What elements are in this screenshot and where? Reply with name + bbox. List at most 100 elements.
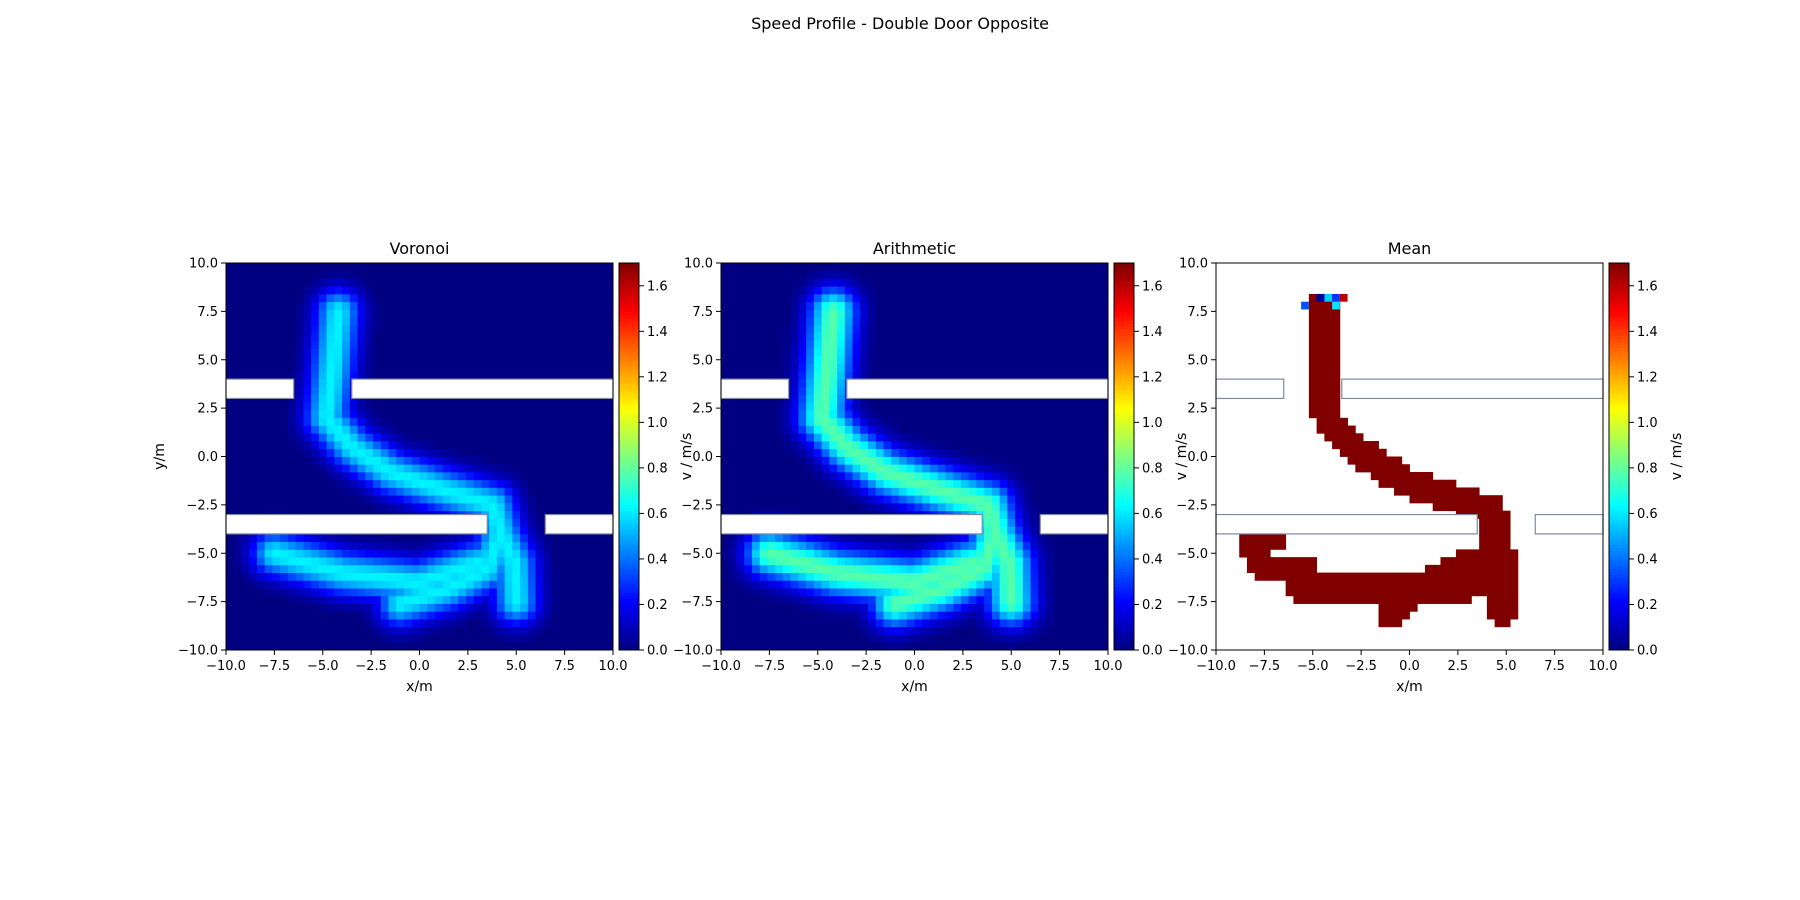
heatmap-cell bbox=[334, 572, 343, 581]
heatmap-cell bbox=[984, 549, 993, 558]
heatmap-cell bbox=[860, 417, 869, 426]
y-tick-label: −7.5 bbox=[1176, 595, 1208, 610]
heatmap-cell bbox=[373, 619, 382, 628]
heatmap-cell bbox=[899, 603, 908, 612]
heatmap-cell bbox=[535, 580, 544, 589]
heatmap-cell bbox=[1046, 572, 1055, 581]
heatmap-cell bbox=[868, 487, 877, 496]
heatmap-cell bbox=[1285, 572, 1294, 581]
heatmap-cell bbox=[520, 626, 529, 635]
heatmap-cell bbox=[829, 355, 838, 365]
heatmap-cell bbox=[396, 441, 405, 450]
heatmap-cell bbox=[929, 502, 939, 512]
heatmap-cell bbox=[481, 619, 490, 628]
y-tick-label: 2.5 bbox=[1187, 402, 1208, 417]
heatmap-cell bbox=[326, 355, 335, 365]
wall-obstacle bbox=[225, 378, 295, 400]
heatmap-cell bbox=[373, 533, 382, 543]
wall-obstacle bbox=[1215, 378, 1285, 400]
heatmap-cell bbox=[899, 495, 908, 504]
x-tick-label: 0.0 bbox=[904, 659, 925, 674]
heatmap-cell bbox=[543, 572, 552, 581]
heatmap-cell bbox=[489, 526, 498, 535]
heatmap-cell bbox=[357, 417, 366, 426]
heatmap-cell bbox=[868, 634, 877, 643]
heatmap-cell bbox=[852, 355, 861, 365]
heatmap-cell bbox=[1448, 564, 1457, 573]
heatmap-cell bbox=[318, 557, 328, 566]
heatmap-cell bbox=[922, 634, 931, 643]
heatmap-cell bbox=[458, 479, 467, 488]
heatmap-cell bbox=[1448, 495, 1457, 504]
heatmap-cell bbox=[1308, 317, 1318, 326]
x-ticks: −10.0 −7.5 −5.0 −2.5 0.0 2.5 5.0 7.5 10.0 bbox=[701, 650, 1122, 674]
heatmap-cell bbox=[419, 611, 428, 620]
heatmap-cell bbox=[264, 549, 273, 558]
heatmap-cell bbox=[543, 580, 552, 589]
heatmap-cell bbox=[434, 541, 444, 550]
heatmap-cell bbox=[999, 557, 1008, 566]
heatmap-cell bbox=[875, 619, 884, 628]
heatmap-cell bbox=[334, 456, 343, 465]
heatmap-cell bbox=[1308, 394, 1318, 403]
heatmap-cell bbox=[303, 433, 312, 442]
heatmap-cell bbox=[837, 309, 846, 318]
heatmap-cell bbox=[790, 371, 799, 380]
heatmap-cell bbox=[427, 471, 436, 481]
colorbar-tick-label: 1.0 bbox=[1142, 416, 1163, 431]
heatmap-cell bbox=[798, 572, 807, 581]
heatmap-cell bbox=[883, 417, 892, 426]
heatmap-cell bbox=[1378, 456, 1387, 465]
x-tick-label: −10.0 bbox=[1196, 659, 1236, 674]
heatmap-cell bbox=[759, 572, 768, 581]
heatmap-cell bbox=[295, 533, 304, 543]
heatmap-cell bbox=[813, 394, 823, 403]
colorbar-segment bbox=[1114, 559, 1134, 563]
heatmap-cell bbox=[481, 479, 490, 488]
heatmap-cell bbox=[899, 619, 908, 628]
heatmap-cell bbox=[976, 611, 985, 620]
heatmap-cell bbox=[999, 526, 1008, 535]
heatmap-cell bbox=[365, 355, 374, 365]
y-tick-label: −5.0 bbox=[681, 547, 713, 562]
heatmap-cell bbox=[1370, 471, 1379, 481]
heatmap-cell bbox=[496, 588, 506, 597]
heatmap-cell bbox=[984, 634, 993, 643]
heatmap-cell bbox=[520, 533, 529, 543]
colorbar-tick-label: 0.0 bbox=[1637, 644, 1658, 659]
heatmap-cell bbox=[1339, 572, 1348, 581]
heatmap-cell bbox=[883, 603, 892, 612]
heatmap-cell bbox=[821, 464, 830, 473]
heatmap-cell bbox=[1301, 301, 1309, 310]
heatmap-cell bbox=[790, 541, 799, 550]
heatmap-cell bbox=[388, 479, 397, 488]
heatmap-cell bbox=[334, 603, 343, 612]
heatmap-cell bbox=[512, 557, 521, 566]
heatmap-cell bbox=[551, 595, 560, 604]
heatmap-cell bbox=[1030, 541, 1039, 550]
heatmap-cell bbox=[937, 464, 946, 473]
heatmap-cell bbox=[1007, 557, 1016, 566]
heatmap-cell bbox=[380, 557, 389, 566]
heatmap-cell bbox=[906, 464, 915, 473]
heatmap-cell bbox=[1270, 564, 1279, 573]
colorbar-segment bbox=[1609, 474, 1629, 479]
colorbar-segment bbox=[619, 263, 639, 267]
heatmap-cell bbox=[837, 301, 846, 310]
heatmap-cell bbox=[837, 417, 846, 426]
heatmap-cell bbox=[326, 286, 335, 295]
heatmap-cell bbox=[813, 448, 823, 457]
heatmap-cell bbox=[1332, 425, 1341, 434]
heatmap-cell bbox=[775, 588, 784, 597]
heatmap-cell bbox=[1486, 510, 1496, 519]
heatmap-cell bbox=[442, 448, 451, 457]
colorbar-tick-label: 1.2 bbox=[647, 370, 668, 385]
heatmap-cell bbox=[999, 603, 1008, 612]
heatmap-cell bbox=[334, 410, 343, 419]
wall-obstacle bbox=[1534, 513, 1604, 535]
heatmap-cell bbox=[1030, 557, 1039, 566]
heatmap-cell bbox=[790, 293, 799, 303]
heatmap-cell bbox=[837, 595, 846, 604]
heatmap-cell bbox=[1432, 479, 1441, 488]
heatmap-cell bbox=[1486, 588, 1496, 597]
